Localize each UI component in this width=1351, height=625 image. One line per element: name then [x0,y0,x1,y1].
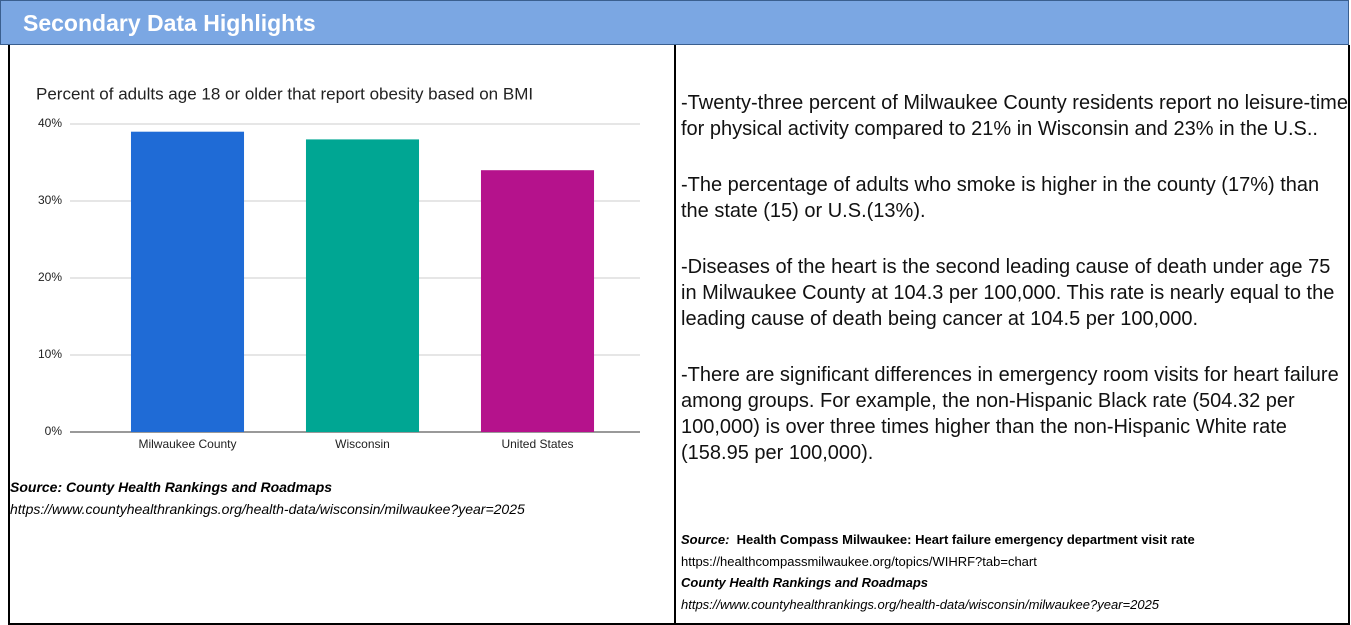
source-url: https://www.countyhealthrankings.org/hea… [681,597,1160,612]
bar [480,170,595,432]
bar [305,139,420,432]
text-block: -Twenty-three percent of Milwaukee Count… [681,90,1349,496]
source-line: Source: Health Compass Milwaukee: Heart … [681,532,1195,547]
y-tick-label: 0% [45,424,63,438]
right-panel [675,45,1350,625]
header-title: Secondary Data Highlights [23,10,316,36]
y-tick-label: 20% [38,270,62,284]
chart-title: Percent of adults age 18 or older that r… [36,84,533,103]
x-tick-label: Milwaukee County [138,437,236,451]
source-title: County Health Rankings and Roadmaps [681,575,929,590]
bar [130,131,245,432]
x-tick-label: United States [501,437,573,451]
y-tick-label: 10% [38,347,62,361]
chart: Percent of adults age 18 or older that r… [36,84,640,451]
source-label: Source: County Health Rankings and Roadm… [10,479,333,495]
left-panel [8,45,676,625]
header: Secondary Data Highlights [0,0,1349,45]
paragraph: -The percentage of adults who smoke is h… [681,174,1320,222]
x-tick-label: Wisconsin [335,437,390,451]
source-url: https://healthcompassmilwaukee.org/topic… [681,554,1037,569]
paragraph: -Diseases of the heart is the second lea… [681,256,1335,330]
source-label: Source: [681,532,730,547]
paragraph: -Twenty-three percent of Milwaukee Count… [681,92,1348,140]
source-url: https://www.countyhealthrankings.org/hea… [10,501,525,517]
y-tick-label: 30% [38,193,62,207]
source-title: Health Compass Milwaukee: Heart failure … [736,532,1195,547]
y-tick-label: 40% [38,116,62,130]
paragraph: -There are significant differences in em… [681,364,1339,464]
